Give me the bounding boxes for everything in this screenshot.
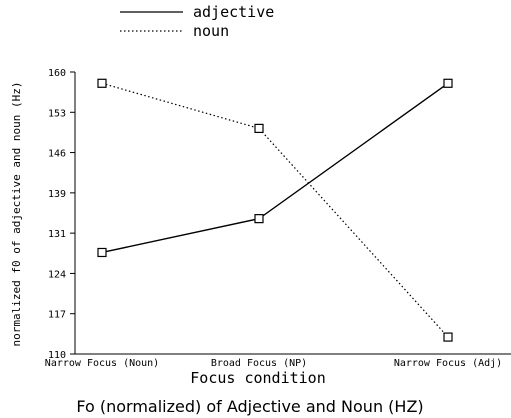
y-tick-label: 160: [48, 68, 66, 79]
y-tick-label: 146: [48, 149, 66, 160]
data-point-adjective: [254, 214, 264, 224]
legend-label-noun: noun: [193, 22, 229, 40]
series-markers: [97, 78, 453, 342]
y-tick-label: 131: [48, 229, 66, 240]
y-axis-title: normalized f0 of adjective and noun (Hz): [10, 82, 23, 347]
series-lines: [101, 82, 449, 338]
legend-label-adjective: adjective: [193, 3, 274, 21]
x-tick-label: Narrow Focus (Noun): [45, 358, 159, 369]
series-line-adjective: [101, 82, 449, 254]
data-point-adjective: [443, 78, 453, 88]
y-tick-label: 110: [48, 350, 66, 361]
data-point-noun: [443, 332, 453, 342]
x-tick-labels: Narrow Focus (Noun) Broad Focus (NP) Narro…: [45, 358, 502, 369]
axes: [74, 72, 511, 355]
series-line-noun: [101, 82, 449, 338]
y-ticks: 110 117 124 131 139 146 153 160: [48, 68, 75, 361]
y-tick-label: 117: [48, 310, 66, 321]
y-tick-label: 153: [48, 108, 66, 119]
data-point-noun: [254, 123, 264, 134]
x-axis-title: Focus condition: [190, 369, 325, 387]
data-point-noun: [97, 78, 107, 88]
data-point-adjective: [97, 247, 107, 258]
y-tick-label: 124: [48, 269, 66, 280]
x-tick-label: Broad Focus (NP): [211, 358, 307, 369]
x-tick-label: Narrow Focus (Adj): [394, 358, 502, 369]
y-tick-label: 139: [48, 189, 66, 200]
figure-caption: Fo (normalized) of Adjective and Noun (H…: [76, 397, 423, 416]
legend: adjective noun: [120, 3, 274, 40]
